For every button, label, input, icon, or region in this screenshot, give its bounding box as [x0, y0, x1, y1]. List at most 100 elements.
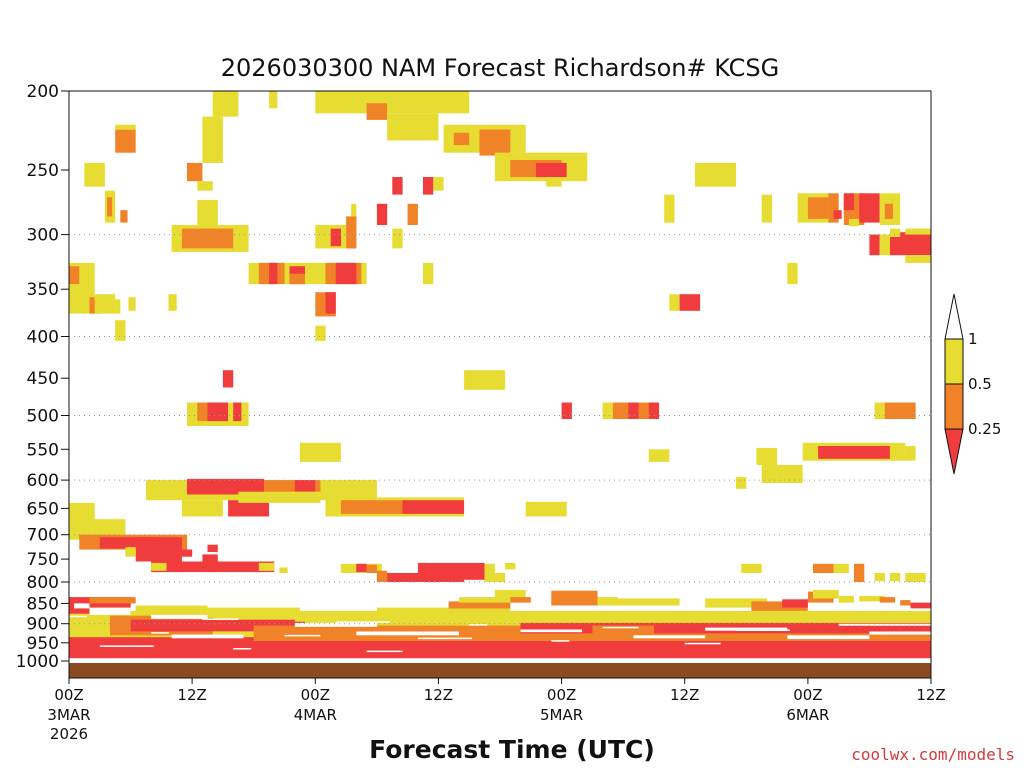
heatmap-cell — [890, 228, 901, 237]
heatmap-cell — [99, 537, 157, 549]
heatmap-cell — [392, 177, 403, 195]
heatmap-cell — [484, 563, 495, 582]
heatmap-gap — [202, 618, 239, 620]
y-tick-label: 300 — [27, 226, 59, 246]
heatmap-cell — [869, 234, 880, 256]
heatmap-cell — [315, 91, 470, 114]
heatmap-cell — [448, 601, 511, 609]
heatmap-cell — [833, 563, 849, 573]
heatmap-cell — [181, 228, 234, 249]
heatmap-cell — [905, 573, 926, 582]
heatmap-cell — [756, 448, 777, 465]
heatmap-cell — [433, 177, 444, 191]
heatmap-cell — [135, 537, 182, 562]
heatmap-cell — [890, 232, 931, 256]
y-tick-label: 900 — [27, 615, 59, 635]
heatmap-cell — [592, 625, 654, 635]
heatmap-cell — [890, 573, 901, 582]
heatmap-cell — [130, 619, 306, 632]
heatmap-cell — [525, 501, 567, 517]
heatmap-cell — [648, 449, 670, 462]
heatmap-gap — [233, 648, 252, 650]
heatmap-cell — [212, 91, 239, 117]
heatmap-cell — [202, 116, 223, 163]
heatmap-cell — [741, 563, 762, 573]
heatmap-cell — [69, 266, 80, 285]
heatmap-cell — [612, 598, 680, 606]
heatmap-cell — [135, 605, 208, 614]
heatmap-cell — [69, 519, 126, 540]
heatmap-gap — [284, 634, 321, 637]
y-tick-label: 1000 — [16, 652, 59, 672]
heatmap-cell — [818, 446, 890, 459]
heatmap-cell — [402, 500, 465, 514]
heatmap-cell — [120, 210, 128, 223]
heatmap-cell — [351, 203, 357, 217]
plot-frame — [68, 90, 932, 679]
heatmap-gap — [469, 624, 488, 626]
heatmap-cell — [376, 607, 511, 615]
y-tick-label: 200 — [27, 82, 59, 102]
x-tick-time: 12Z — [424, 686, 453, 704]
heatmap-gap — [633, 635, 706, 639]
y-tick-label: 850 — [27, 594, 59, 614]
x-tick-time: 12Z — [670, 686, 699, 704]
heatmap-cell — [494, 589, 526, 598]
y-tick-label: 950 — [27, 634, 59, 654]
heatmap-gap — [74, 603, 90, 609]
heatmap-cell — [859, 595, 885, 602]
heatmap-cell — [207, 607, 300, 618]
heatmap-cell — [833, 210, 842, 219]
y-tick-label: 550 — [27, 440, 59, 460]
heatmap-cell — [510, 597, 531, 603]
heatmap-cell — [176, 549, 193, 557]
x-tick-date: 5MAR — [540, 706, 583, 724]
ground-layer — [69, 663, 931, 678]
heatmap-cell — [854, 563, 865, 582]
heatmap-cell — [107, 197, 113, 217]
heatmap-cell — [464, 370, 506, 390]
heatmap-cell — [115, 124, 136, 130]
heatmap-cell — [423, 177, 434, 195]
heatmap-cell — [905, 255, 931, 263]
heatmap-cell — [233, 402, 242, 422]
y-tick-label: 400 — [27, 328, 59, 348]
heatmap-gap — [89, 607, 131, 615]
heatmap-cell — [551, 590, 598, 606]
legend-label: 1 — [968, 330, 978, 348]
legend-label: 0.5 — [968, 375, 992, 393]
heatmap-gap — [787, 635, 870, 640]
heatmap-cell — [69, 641, 931, 653]
heatmap-cell — [89, 597, 136, 604]
heatmap-cell — [787, 262, 798, 285]
y-tick-label: 450 — [27, 369, 59, 389]
y-tick-label: 650 — [27, 499, 59, 519]
heatmap-cell — [705, 598, 767, 608]
heatmap-cell — [315, 225, 347, 249]
heatmap-cell — [258, 562, 275, 571]
heatmap-cell — [417, 562, 485, 580]
legend-label: 0.25 — [968, 420, 1001, 438]
heatmap-cell — [187, 162, 203, 182]
heatmap-cell — [664, 194, 675, 223]
heatmap-cell — [407, 203, 418, 225]
x-axis-label: Forecast Time (UTC) — [369, 735, 655, 764]
credit-text: coolwx.com/models — [851, 745, 1015, 764]
heatmap-cell — [751, 601, 808, 611]
y-tick-label: 250 — [27, 161, 59, 181]
heatmap-cell — [535, 162, 567, 178]
heatmap-cell — [813, 589, 839, 599]
heatmap-cell — [115, 299, 121, 314]
heatmap-cell — [89, 297, 100, 314]
heatmap-cell — [269, 262, 278, 285]
heatmap-cell — [884, 203, 893, 219]
heatmap-cell — [299, 442, 341, 462]
heatmap-cell — [340, 500, 403, 514]
y-tick-label: 600 — [27, 471, 59, 491]
legend-arrow-bottom — [944, 428, 964, 475]
x-tick-time: 12Z — [177, 686, 206, 704]
heatmap-gap — [417, 637, 472, 640]
heatmap-cell — [695, 162, 736, 187]
plot-area — [69, 91, 931, 678]
x-tick-year: 2026 — [50, 725, 88, 743]
